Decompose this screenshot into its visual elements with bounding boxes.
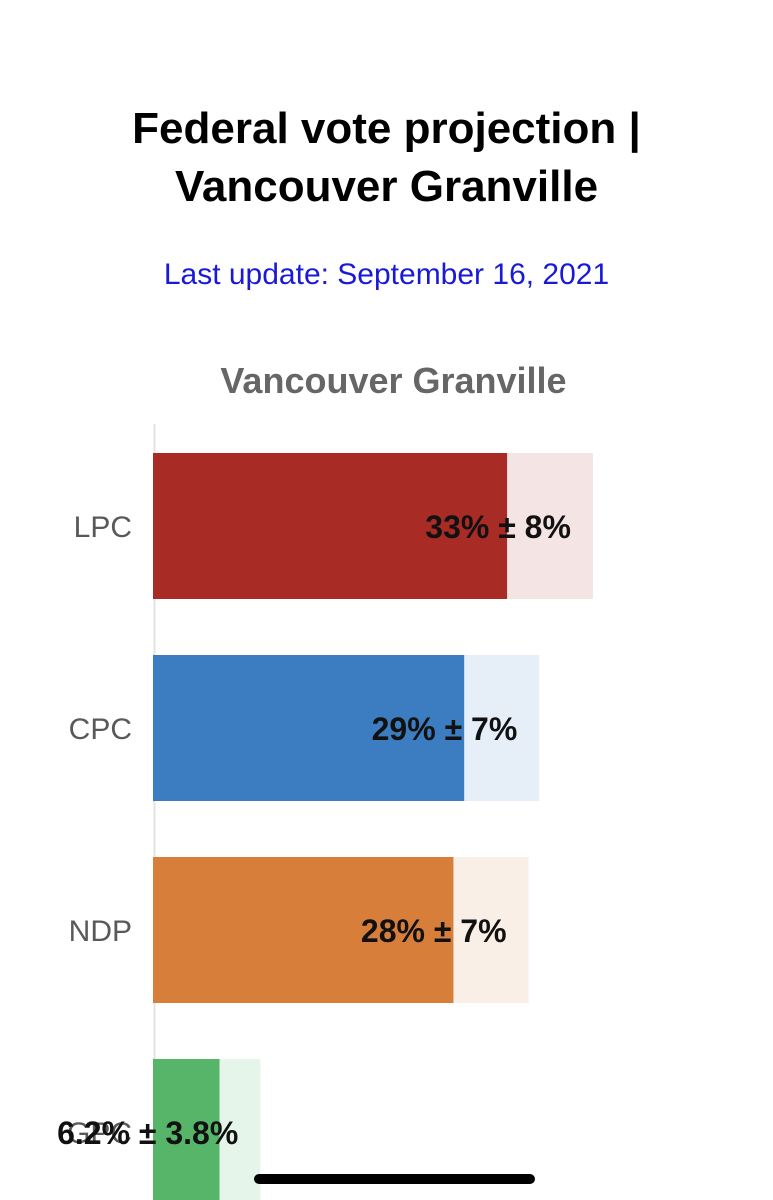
value-label-lpc: 33% ± 8%	[425, 509, 571, 545]
home-indicator[interactable]	[254, 1174, 535, 1184]
category-label-gpc: GPC	[67, 1117, 132, 1150]
category-label-cpc: CPC	[69, 713, 132, 746]
bar-ndp	[153, 857, 454, 1003]
last-update-text: Last update: September 16, 2021	[163, 258, 610, 291]
range-band-gpc	[219, 1059, 261, 1200]
category-label-ndp: NDP	[69, 915, 132, 948]
chart-title: Vancouver Granville	[220, 360, 567, 401]
value-label-cpc: 29% ± 7%	[372, 711, 518, 747]
bar-cpc	[153, 655, 465, 801]
range-band-cpc	[464, 655, 540, 801]
page-title-line-1: Federal vote projection |	[132, 104, 641, 153]
page-title-line-2: Vancouver Granville	[174, 162, 599, 211]
page-title: Federal vote projection | Vancouver Gran…	[0, 100, 773, 216]
value-label-ndp: 28% ± 7%	[361, 913, 507, 949]
range-band-lpc	[507, 453, 593, 599]
bar-lpc	[153, 453, 508, 599]
range-band-ndp	[453, 857, 529, 1003]
bar-gpc	[153, 1059, 220, 1200]
category-label-lpc: LPC	[74, 511, 132, 544]
value-label-gpc: 6.2% ± 3.8%	[57, 1115, 238, 1151]
